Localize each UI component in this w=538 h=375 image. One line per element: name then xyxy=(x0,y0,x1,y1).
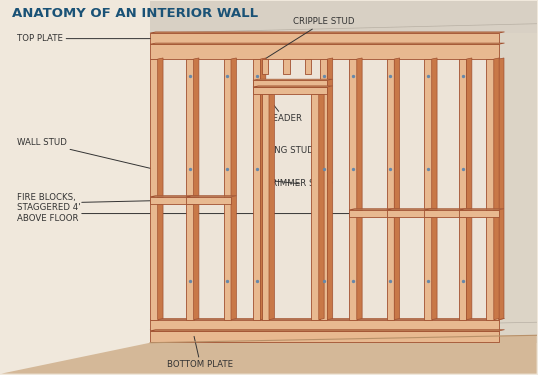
Bar xyxy=(387,59,394,320)
Polygon shape xyxy=(494,58,499,320)
Bar xyxy=(424,59,431,320)
Polygon shape xyxy=(394,58,400,320)
Bar xyxy=(499,33,536,343)
Polygon shape xyxy=(150,43,505,44)
Polygon shape xyxy=(387,209,437,210)
Bar xyxy=(312,94,319,320)
Bar xyxy=(186,59,194,320)
Polygon shape xyxy=(150,318,505,320)
Polygon shape xyxy=(431,58,437,320)
Polygon shape xyxy=(231,58,236,320)
Bar xyxy=(459,59,466,320)
Bar xyxy=(387,210,431,217)
Bar xyxy=(150,197,194,204)
Text: TRIMMER STUD: TRIMMER STUD xyxy=(265,179,333,188)
Bar xyxy=(150,2,536,33)
Bar xyxy=(486,59,494,320)
Bar xyxy=(150,320,499,331)
Bar xyxy=(305,59,312,74)
Bar xyxy=(424,210,466,217)
Bar xyxy=(150,331,499,342)
Bar xyxy=(253,80,327,87)
Bar xyxy=(186,197,231,204)
Polygon shape xyxy=(194,58,199,320)
Text: TOP PLATE: TOP PLATE xyxy=(17,34,150,43)
Text: WALL STUD: WALL STUD xyxy=(17,138,154,169)
Polygon shape xyxy=(186,196,236,197)
Bar xyxy=(2,2,150,374)
Bar xyxy=(459,210,499,217)
Text: CRIPPLE STUD: CRIPPLE STUD xyxy=(265,17,355,59)
Bar xyxy=(349,210,394,217)
Polygon shape xyxy=(253,79,332,80)
Bar xyxy=(253,87,327,94)
Polygon shape xyxy=(319,93,324,320)
Polygon shape xyxy=(158,58,163,320)
Bar xyxy=(150,33,499,343)
Bar xyxy=(150,44,499,59)
Polygon shape xyxy=(459,209,504,210)
Polygon shape xyxy=(466,58,472,320)
Polygon shape xyxy=(150,196,199,197)
Bar xyxy=(261,59,268,74)
Polygon shape xyxy=(150,32,505,33)
Polygon shape xyxy=(424,209,472,210)
Polygon shape xyxy=(327,58,332,320)
Bar xyxy=(261,94,269,320)
Polygon shape xyxy=(150,330,505,331)
Polygon shape xyxy=(349,209,400,210)
Bar xyxy=(349,59,357,320)
Text: HEADER: HEADER xyxy=(258,85,302,123)
Text: FIRE BLOCKS,
STAGGERED 4'
ABOVE FLOOR: FIRE BLOCKS, STAGGERED 4' ABOVE FLOOR xyxy=(17,193,81,223)
Bar xyxy=(223,59,231,320)
Polygon shape xyxy=(260,58,266,320)
Bar xyxy=(253,59,260,320)
Text: KING STUD: KING STUD xyxy=(257,143,314,155)
Polygon shape xyxy=(2,335,536,374)
Polygon shape xyxy=(269,93,274,320)
Bar xyxy=(320,59,327,320)
Bar xyxy=(491,59,499,320)
Polygon shape xyxy=(357,58,362,320)
Bar xyxy=(283,59,289,74)
Bar xyxy=(150,59,158,320)
Text: ANATOMY OF AN INTERIOR WALL: ANATOMY OF AN INTERIOR WALL xyxy=(12,7,258,20)
Bar xyxy=(150,33,499,44)
Polygon shape xyxy=(499,58,504,320)
Polygon shape xyxy=(253,86,332,87)
Text: BOTTOM PLATE: BOTTOM PLATE xyxy=(167,336,233,369)
